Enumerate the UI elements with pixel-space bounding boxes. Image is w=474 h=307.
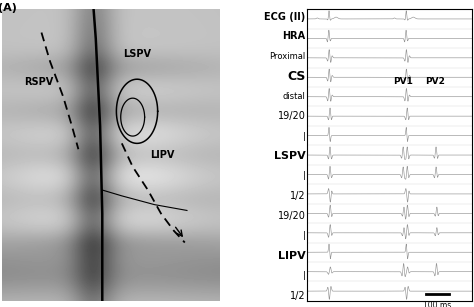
Text: ECG (II): ECG (II) [264,11,306,21]
Text: |: | [303,271,306,280]
Text: CS: CS [287,70,306,83]
Text: LIPV: LIPV [150,150,174,160]
Text: LIPV: LIPV [278,251,306,261]
Text: LSPV: LSPV [123,49,151,59]
Text: 19/20: 19/20 [278,111,306,121]
Text: 19/20: 19/20 [278,211,306,221]
Text: HRA: HRA [283,31,306,41]
Text: 1/2: 1/2 [290,291,306,301]
Text: 1/2: 1/2 [290,191,306,201]
Text: |: | [303,132,306,141]
Text: RSPV: RSPV [24,77,54,87]
Text: distal: distal [283,92,306,101]
Text: Proximal: Proximal [269,52,306,61]
Text: PV1: PV1 [392,77,412,86]
Text: PV2: PV2 [426,77,446,86]
Text: LSPV: LSPV [274,151,306,161]
Text: 100 ms: 100 ms [423,301,451,307]
Text: (A): (A) [0,3,17,14]
Text: |: | [303,172,306,181]
Text: |: | [303,231,306,240]
